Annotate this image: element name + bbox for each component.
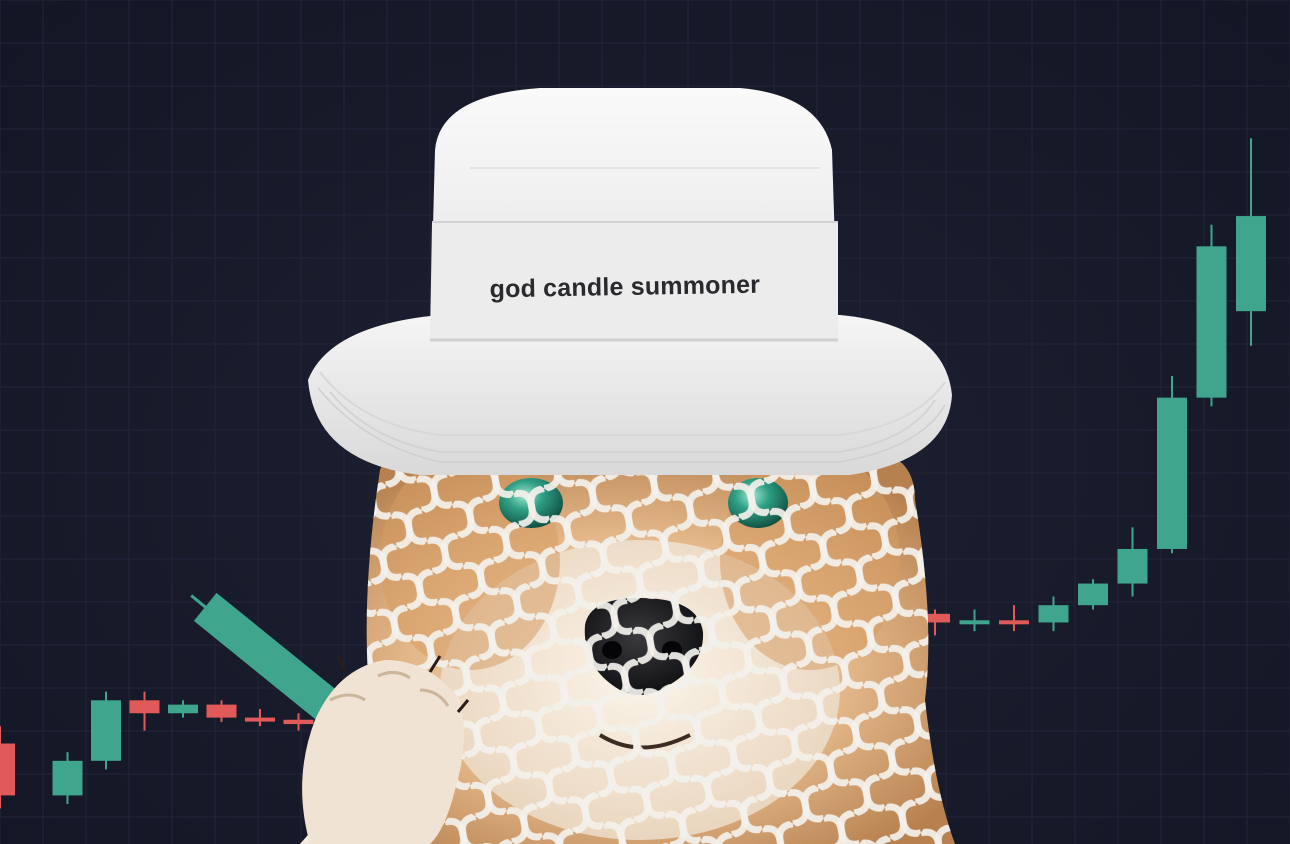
candle-up [1236,216,1266,312]
candle-down [206,704,237,718]
candle-up [1196,246,1227,398]
candle-up [52,760,83,796]
candlestick-series [0,138,1266,809]
candle-down [245,717,275,722]
candle-up [1038,605,1069,623]
candle-up [1078,583,1108,606]
candle-down [999,620,1029,625]
candle-down [0,743,15,796]
candle-up [91,700,121,761]
candle-up [959,620,990,625]
candle-down [920,613,950,623]
hat-slogan: god candle summoner [489,271,760,304]
candle-up [1117,548,1148,584]
candle-down [129,700,160,714]
bucket-hat: god candle summoner [308,88,952,475]
dog-paw [302,655,470,844]
candle-up [1157,397,1187,549]
candle-down [283,719,314,725]
candle-up [168,704,198,714]
